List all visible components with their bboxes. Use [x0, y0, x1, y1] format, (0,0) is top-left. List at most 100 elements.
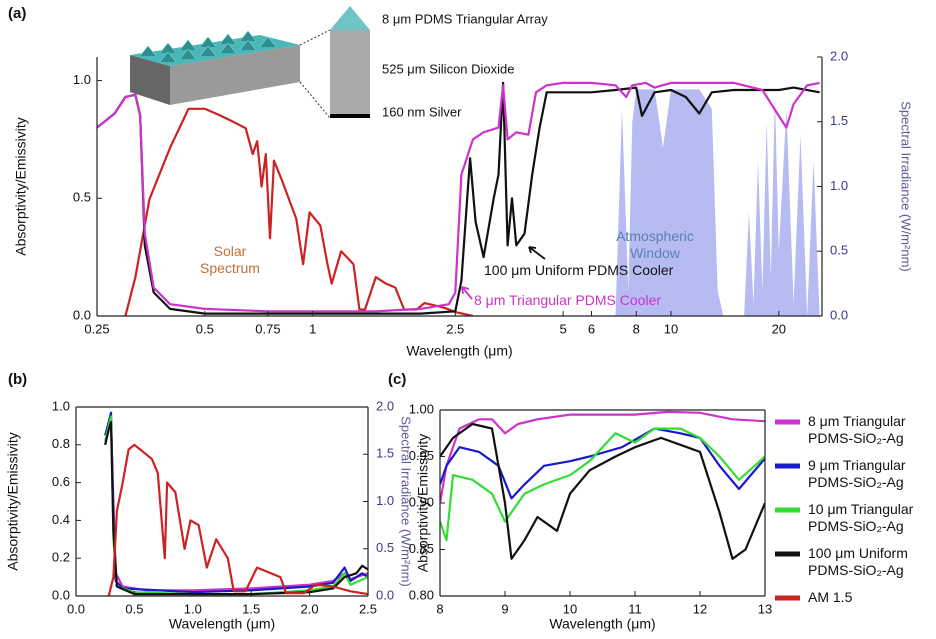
- legend-label: 100 μm Uniform PDMS-SiO₂-Ag: [808, 545, 908, 578]
- x-tick-label: 8: [633, 321, 640, 336]
- arrow: [461, 286, 473, 300]
- column-body: [330, 30, 370, 114]
- legend-label: 8 μm Triangular PDMS-SiO₂-Ag: [808, 413, 906, 446]
- y2-tick-label: 1.5: [376, 446, 394, 461]
- line: [97, 81, 820, 315]
- line: [440, 427, 765, 542]
- x-tick-label: 10: [664, 321, 678, 336]
- y-tick-label: 1.00: [409, 401, 434, 416]
- plot-area: [104, 411, 368, 596]
- line: [440, 427, 765, 500]
- plot-area: [440, 410, 765, 560]
- y-tick-label: 0.85: [409, 541, 434, 556]
- y2-tick-label: 1.0: [376, 493, 394, 508]
- line: [97, 81, 820, 313]
- y-tick-label: 1.0: [52, 398, 70, 413]
- annotation-arrows: [461, 246, 546, 300]
- y2-tick-label: 0.0: [830, 307, 848, 322]
- y2-tick-label: 2.0: [830, 48, 848, 63]
- inset-label: 8 μm PDMS Triangular Array: [382, 11, 548, 26]
- x-tick-label: 0.5: [196, 321, 214, 336]
- line: [440, 422, 765, 560]
- x-tick-label: 13: [758, 601, 772, 616]
- arrow: [528, 246, 546, 260]
- column-tip: [330, 6, 370, 30]
- line: [124, 107, 474, 316]
- line: [104, 411, 368, 594]
- series-label: 8 μm Triangular PDMS Cooler: [474, 292, 662, 308]
- triangles: [139, 30, 277, 63]
- guide: [299, 81, 331, 119]
- x-tick-label: 1: [309, 321, 316, 336]
- y-tick-label: 0.80: [409, 587, 434, 602]
- x-axis-title: Wavelength (μm): [549, 616, 655, 632]
- y-axis-title: Absorptivity/Emissivity: [13, 117, 29, 255]
- y2-tick-label: 2.0: [376, 398, 394, 413]
- legend-label: 10 μm Triangular PDMS-SiO₂-Ag: [808, 501, 914, 534]
- y-axis-title: Absorptivity/Emissivity: [415, 434, 431, 572]
- inset-label: 160 nm Silver: [382, 104, 462, 119]
- x-tick-label: 8: [436, 601, 443, 616]
- panel: 8 9 10 11 12 13 0.80 0.85 0.90 0.95 1.00(c) Wavelen…: [388, 371, 772, 632]
- slab-side: [170, 45, 300, 105]
- x-tick-label: 0.75: [255, 321, 280, 336]
- x-tick-label: 2.5: [446, 321, 464, 336]
- x-tick-label: 6: [588, 321, 595, 336]
- inset-schematic: [130, 6, 370, 119]
- x-axis-title: Wavelength (μm): [169, 616, 275, 632]
- column-silver: [330, 114, 370, 118]
- y-tick-label: 0.5: [73, 190, 91, 205]
- legend-label: 9 μm Triangular PDMS-SiO₂-Ag: [808, 457, 906, 490]
- y-tick-label: 0.4: [52, 512, 70, 527]
- y2-axis-title: Spectral Irradiance (W/m²nm): [899, 101, 914, 271]
- series-label: Solar Spectrum: [200, 243, 260, 276]
- y2-tick-label: 0.5: [376, 540, 394, 555]
- y-tick-label: 0.2: [52, 550, 70, 565]
- line: [440, 410, 765, 504]
- x-tick-label: 1.0: [184, 601, 202, 616]
- series-label: 100 μm Uniform PDMS Cooler: [484, 262, 674, 278]
- x-tick-label: 0.0: [67, 601, 85, 616]
- panel-label: (a): [8, 5, 26, 22]
- line: [107, 443, 368, 596]
- panel: 0.25 0.5 0.75 1 2.5 5 6 8 10 20 0.0 0.5 1.0 0.0 0.5 1.0…: [8, 5, 914, 359]
- x-tick-label: 1.5: [242, 601, 260, 616]
- x-tick-label: 5: [559, 321, 566, 336]
- x-tick-label: 9: [501, 601, 508, 616]
- line: [104, 419, 368, 592]
- panel-label: (c): [388, 371, 406, 388]
- x-tick-label: 12: [693, 601, 707, 616]
- plot-area: [97, 81, 820, 316]
- y2-tick-label: 0.5: [830, 243, 848, 258]
- x-tick-label: 20: [772, 321, 786, 336]
- y-tick-label: 0.8: [52, 436, 70, 451]
- y-tick-label: 1.0: [73, 72, 91, 87]
- guide: [299, 29, 331, 46]
- line: [104, 415, 368, 596]
- x-tick-label: 0.25: [84, 321, 109, 336]
- legend-label: AM 1.5: [808, 589, 853, 605]
- series-label: Atmospheric Window: [616, 228, 694, 261]
- x-tick-label: 11: [628, 601, 642, 616]
- slab-front: [130, 55, 170, 105]
- y2-axis-title: Spectral Irradiance (W/m²nm): [399, 416, 414, 586]
- y2-tick-label: 1.5: [830, 113, 848, 128]
- y2-tick-label: 1.0: [830, 178, 848, 193]
- y-tick-label: 0.95: [409, 448, 434, 463]
- panel-label: (b): [8, 371, 27, 388]
- panel: 0.0 0.5 1.0 1.5 2.0 2.50.00.20.40.60.81.00.00…: [5, 371, 414, 632]
- y-tick-label: 0.90: [409, 494, 434, 509]
- x-tick-label: 2.0: [301, 601, 319, 616]
- y-tick-label: 0.0: [73, 307, 91, 322]
- inset-label: 525 μm Silicon Dioxide: [382, 61, 515, 76]
- x-axis-title: Wavelength (μm): [406, 343, 512, 359]
- y-tick-label: 0.6: [52, 474, 70, 489]
- y2-tick-label: 0.0: [376, 587, 394, 602]
- x-tick-label: 10: [563, 601, 577, 616]
- x-tick-label: 2.5: [359, 601, 377, 616]
- y-axis-title: Absorptivity/Emissivity: [5, 432, 21, 570]
- y-tick-label: 0.0: [52, 587, 70, 602]
- area: [615, 89, 820, 316]
